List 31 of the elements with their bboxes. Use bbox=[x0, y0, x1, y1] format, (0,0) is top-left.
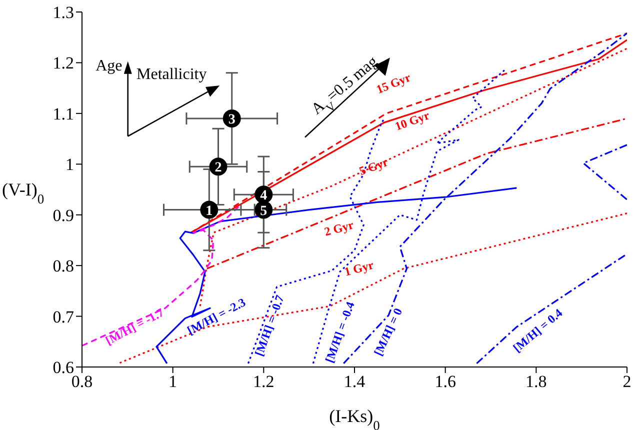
x-tick-label: 1.4 bbox=[344, 372, 366, 392]
text: 15 Gyr bbox=[374, 70, 414, 97]
annotation: 3 bbox=[228, 112, 236, 128]
text: 1 Gyr bbox=[342, 258, 376, 279]
text: [M/H] = -0.7 bbox=[252, 293, 287, 358]
y-axis-title: (V-I)$_{0}$ bbox=[2, 180, 44, 206]
y-tick-label: 1.1 bbox=[52, 104, 74, 124]
x-tick-label: 2 bbox=[622, 372, 632, 392]
annotation: 2 bbox=[214, 160, 222, 176]
text: 2 Gyr bbox=[322, 217, 356, 239]
y-tick-label: 1 bbox=[66, 155, 74, 174]
y-tick-label: 0.9 bbox=[52, 206, 74, 225]
annotation: Age bbox=[96, 57, 122, 74]
y-tick-label: 1.3 bbox=[52, 3, 74, 22]
annotation: 4 bbox=[260, 188, 268, 204]
text: 10 Gyr bbox=[393, 108, 432, 134]
annotation: 1 bbox=[206, 204, 213, 219]
y-tick-label: 0.7 bbox=[52, 307, 74, 326]
x-tick-label: 1.6 bbox=[434, 372, 456, 392]
annotation: Metallicity bbox=[136, 66, 207, 83]
x-axis-title: (I-Ks)$_{0}$ bbox=[329, 406, 380, 430]
text: 5 Gyr bbox=[357, 154, 391, 178]
annotation: 5 bbox=[260, 204, 268, 219]
text: [M/H] = -0.4 bbox=[322, 300, 358, 365]
x-tick-label: 0.8 bbox=[71, 372, 93, 392]
x-tick-label: 1.2 bbox=[253, 372, 274, 392]
x-tick-label: 1.8 bbox=[526, 372, 547, 392]
y-tick-label: 0.6 bbox=[52, 358, 74, 378]
y-tick-label: 1.2 bbox=[52, 54, 74, 73]
y-tick-label: 0.8 bbox=[52, 256, 74, 276]
x-tick-label: 1 bbox=[168, 372, 178, 392]
